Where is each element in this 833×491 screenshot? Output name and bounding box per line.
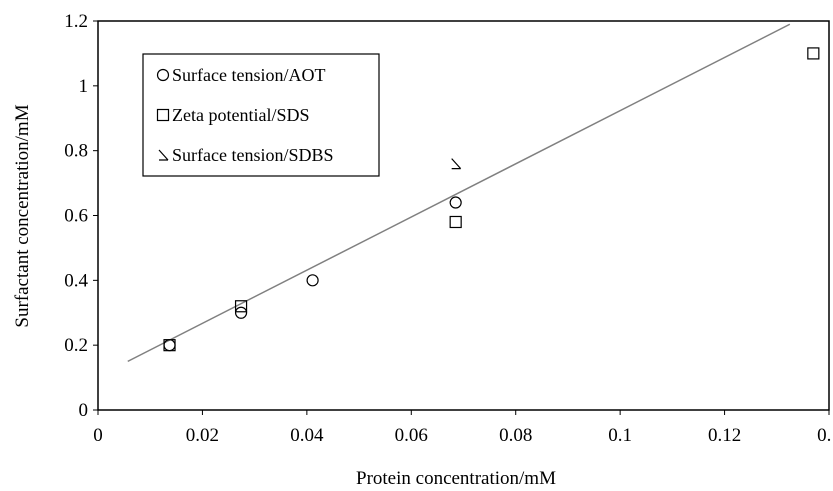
series-triangle [451,158,462,170]
data-point-circle [306,274,319,287]
data-point-square [234,300,248,313]
x-tick-label: 0.02 [186,425,219,446]
data-point-triangle [451,158,462,170]
x-tick-label: 0 [93,425,103,446]
y-tick-label: 1 [79,76,89,97]
legend-box [142,53,380,177]
x-tick-label: 0.1 [817,425,833,446]
trendline [127,23,791,363]
x-tick-label: 0.08 [499,425,532,446]
x-tick-label: 0.04 [290,425,324,446]
legend-triangle-icon [158,149,169,161]
legend-label: Zeta potential/SDS [172,105,309,125]
legend-label: Surface tension/SDBS [172,145,334,165]
legend-square-icon [156,108,170,122]
y-axis-ticks: 0 0.2 0.4 0.6 0.8 1 1.2 [64,11,98,421]
data-point-circle [234,306,248,319]
y-tick-label: 0.4 [64,270,88,291]
y-tick-label: 1.2 [64,11,88,32]
series-square [163,47,820,352]
x-axis-ticks: 0 0.02 0.04 0.06 0.08 0.1 0.12 0.1 [93,410,833,446]
data-point-circle [163,339,176,352]
x-tick-label: 0.1 [608,425,632,446]
x-tick-label: 0.06 [395,425,428,446]
legend-circle-icon [156,68,170,82]
x-tick-label: 0.12 [708,425,741,446]
y-tick-label: 0.2 [64,335,88,356]
legend-label: Surface tension/AOT [172,65,325,85]
series-circle [163,196,462,352]
data-point-circle [449,196,462,209]
data-point-square [807,47,820,60]
x-axis-title: Protein concentration/mM [356,468,556,489]
y-tick-label: 0.8 [64,141,88,162]
data-point-square [163,339,176,352]
data-point-square [449,215,462,229]
y-tick-label: 0.6 [64,206,88,227]
legend: Surface tension/AOT Zeta potential/SDS Sur… [142,53,380,177]
y-axis-title: Surfactant concentration/mM [12,104,33,327]
y-tick-label: 0 [79,400,89,421]
